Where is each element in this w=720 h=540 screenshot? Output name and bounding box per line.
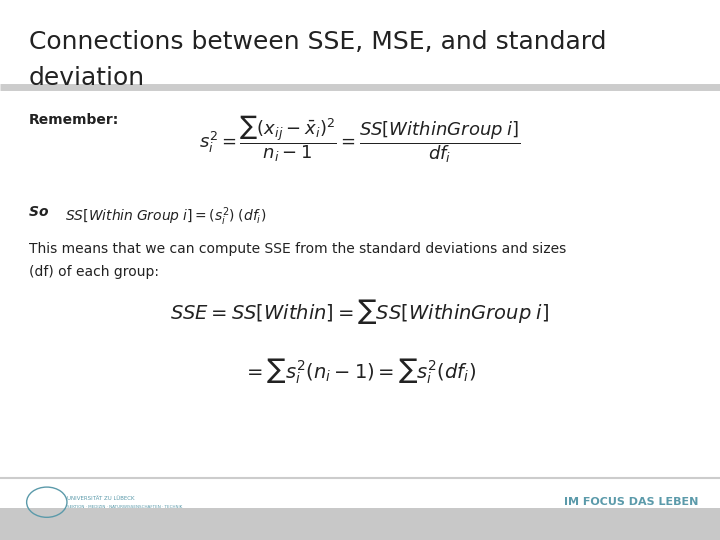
Text: (df) of each group:: (df) of each group: — [29, 265, 159, 279]
Text: Connections between SSE, MSE, and standard: Connections between SSE, MSE, and standa… — [29, 30, 606, 53]
Text: $SS[\mathit{Within\; Group}\; i] = (s_i^2)\; (df_i)$: $SS[\mathit{Within\; Group}\; i] = (s_i^… — [65, 205, 266, 228]
Text: $SSE = SS[\mathit{Within}] = \sum SS[\mathit{WithinGroup}\; i]$: $SSE = SS[\mathit{Within}] = \sum SS[\ma… — [171, 297, 549, 326]
Text: $s_i^2 = \dfrac{\sum(x_{ij} - \bar{x}_i)^2}{n_i - 1} = \dfrac{SS[\mathit{WithinG: $s_i^2 = \dfrac{\sum(x_{ij} - \bar{x}_i)… — [199, 113, 521, 165]
Text: This means that we can compute SSE from the standard deviations and sizes: This means that we can compute SSE from … — [29, 242, 566, 256]
Bar — [0, 508, 720, 540]
Text: deviation: deviation — [29, 66, 145, 90]
Text: So: So — [29, 205, 58, 219]
Text: UNIVERSITÄT ZU LÜBECK: UNIVERSITÄT ZU LÜBECK — [67, 496, 135, 502]
Text: IM FOCUS DAS LEBEN: IM FOCUS DAS LEBEN — [564, 497, 698, 507]
Text: $= \sum s_i^2(n_i - 1) = \sum s_i^2(df_i)$: $= \sum s_i^2(n_i - 1) = \sum s_i^2(df_i… — [243, 356, 477, 386]
Text: SEKTION · MEDIZIN · NATURWISSENSCHAFTEN · TECHNIK: SEKTION · MEDIZIN · NATURWISSENSCHAFTEN … — [67, 504, 182, 509]
Text: Remember:: Remember: — [29, 113, 119, 127]
